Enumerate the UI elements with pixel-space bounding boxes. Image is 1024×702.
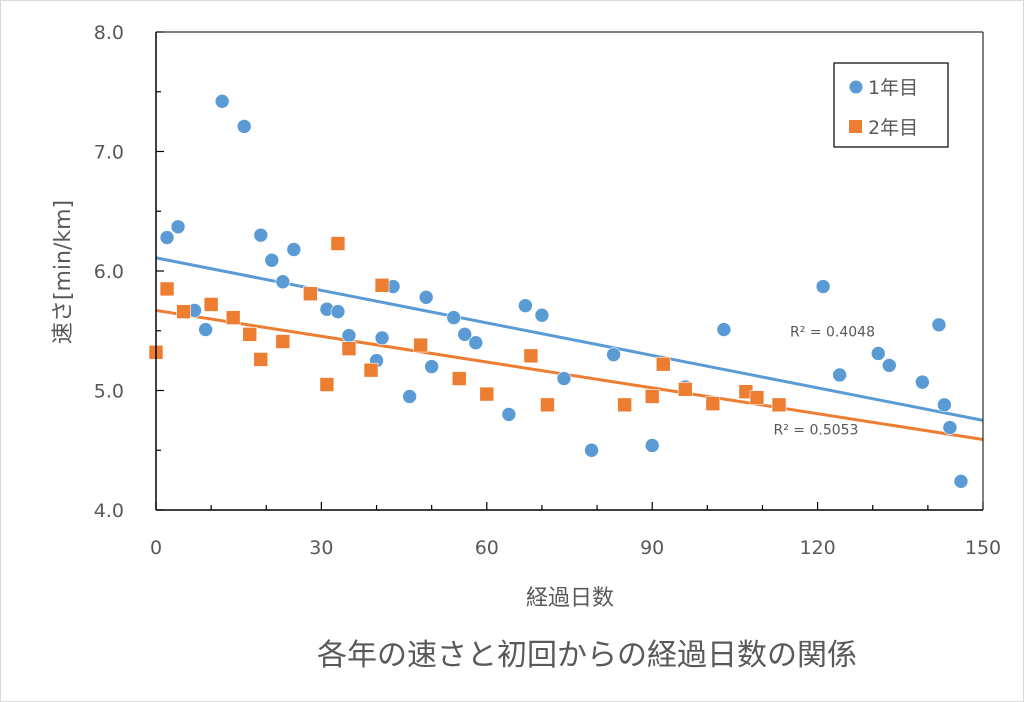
data-point-series-2 (330, 236, 346, 251)
ticks (155, 31, 984, 511)
data-point-series-1 (953, 474, 969, 489)
data-point-series-1 (198, 322, 213, 337)
data-point-series-1 (468, 335, 484, 351)
data-point-series-1 (881, 358, 897, 373)
data-point-series-1 (457, 327, 473, 342)
data-point-series-1 (264, 252, 280, 268)
data-point-series-1 (402, 389, 417, 404)
trendline-series-1 (155, 256, 984, 422)
y-tick-label: 6.0 (94, 261, 124, 283)
chart-title: 各年の速さと初回からの経過日数の関係 (317, 638, 857, 673)
data-point-series-2 (451, 371, 467, 386)
data-point-series-1 (214, 94, 230, 109)
y-tick-label: 5.0 (94, 381, 124, 403)
data-point-series-2 (413, 337, 428, 353)
x-tick-label: 120 (799, 537, 835, 559)
data-point-series-2 (341, 341, 357, 356)
data-point-series-1 (374, 330, 390, 346)
data-point-series-2 (203, 297, 219, 312)
x-tick-label: 0 (150, 537, 162, 559)
data-point-series-1 (556, 371, 572, 386)
data-point-series-2 (540, 397, 555, 413)
data-point-series-1 (286, 242, 302, 257)
data-point-series-2 (225, 310, 241, 325)
data-point-series-1 (832, 367, 847, 383)
data-point-series-1 (275, 274, 291, 290)
data-point-series-2 (644, 389, 660, 404)
legend-label-series-2: 2年目 (868, 117, 918, 139)
data-point-series-2 (771, 397, 787, 413)
data-point-series-2 (176, 304, 191, 319)
data-point-series-1 (915, 374, 930, 390)
data-point-series-1 (159, 230, 175, 245)
data-point-series-1 (253, 227, 269, 243)
data-point-series-2 (319, 377, 335, 392)
x-tick-label: 150 (965, 537, 1001, 559)
x-tick-label: 90 (640, 537, 664, 559)
data-point-series-1 (716, 322, 732, 337)
y-tick-label: 7.0 (94, 142, 124, 164)
data-point-series-1 (815, 279, 831, 294)
data-point-series-1 (534, 307, 550, 323)
data-point-series-1 (446, 310, 462, 325)
data-point-series-1 (584, 442, 599, 458)
data-point-series-2 (479, 386, 495, 402)
data-point-series-2 (749, 390, 765, 405)
data-point-series-1 (501, 407, 517, 422)
r2-label-series-2: R² = 0.5053 (773, 423, 858, 439)
legend: 1年目 2年目 (833, 62, 949, 148)
data-point-series-2 (242, 327, 258, 342)
legend-marker-circle (849, 80, 863, 94)
y-tick-label: 4.0 (94, 500, 124, 522)
data-point-series-2 (617, 397, 632, 413)
y-tick-label: 8.0 (94, 22, 124, 44)
x-tick-label: 30 (309, 537, 333, 559)
data-point-series-2 (275, 334, 291, 349)
data-point-series-1 (518, 298, 533, 313)
data-points (148, 94, 969, 489)
y-axis-title: 速さ[min/km] (51, 200, 76, 344)
data-point-series-1 (418, 289, 434, 305)
data-point-series-2 (655, 356, 671, 372)
data-point-series-1 (942, 420, 958, 435)
data-point-series-2 (523, 348, 539, 364)
data-point-series-2 (253, 352, 269, 367)
data-point-series-2 (303, 286, 318, 302)
tick-labels: 4.0 5.0 6.0 7.0 8.0 0 30 60 90 120 150 (94, 22, 1001, 559)
data-point-series-2 (705, 396, 721, 411)
data-point-series-1 (931, 317, 947, 333)
data-point-series-2 (677, 382, 693, 397)
x-tick-label: 60 (475, 537, 499, 559)
legend-marker-square (849, 120, 862, 133)
data-point-series-1 (170, 219, 186, 235)
data-point-series-2 (374, 278, 390, 293)
legend-label-series-1: 1年目 (868, 77, 918, 99)
data-point-series-2 (159, 281, 175, 297)
data-point-series-1 (424, 359, 439, 374)
x-axis-title: 経過日数 (526, 586, 614, 611)
data-point-series-1 (606, 347, 621, 362)
data-point-series-1 (236, 119, 252, 134)
r2-label-series-1: R² = 0.4048 (790, 325, 875, 341)
data-point-series-1 (330, 304, 346, 319)
data-point-series-1 (341, 328, 357, 343)
data-point-series-2 (363, 362, 379, 378)
data-point-series-1 (937, 397, 952, 413)
data-point-series-1 (644, 438, 660, 453)
data-point-series-1 (870, 346, 886, 361)
